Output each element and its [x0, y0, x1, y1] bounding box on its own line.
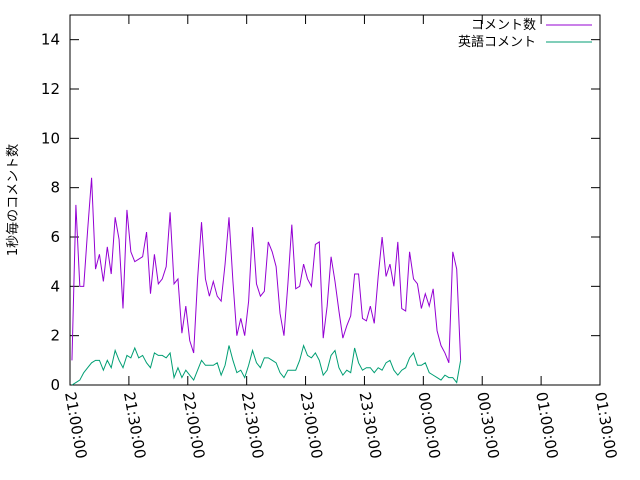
- y-tick-label: 2: [50, 327, 60, 345]
- legend: コメント数 英語コメント: [458, 18, 592, 50]
- y-tick-label: 12: [41, 80, 60, 98]
- series-layer: [71, 177, 462, 386]
- y-axis: 0 2 4 6 8 10 12 14: [41, 31, 600, 394]
- x-tick-label: 00:00:00: [414, 391, 443, 460]
- x-tick-label: 00:30:00: [473, 391, 502, 460]
- y-axis-label: 1秒毎のコメント数: [5, 144, 21, 256]
- x-tick-label: 01:30:00: [591, 391, 620, 460]
- series-line-0: [71, 177, 462, 363]
- y-tick-label: 8: [50, 179, 60, 197]
- plot-frame: [69, 14, 601, 386]
- x-tick-label: 21:30:00: [120, 391, 149, 460]
- y-tick-label: 14: [41, 31, 60, 49]
- legend-label-series-1: 英語コメント: [458, 34, 536, 50]
- x-tick-label: 22:00:00: [179, 391, 208, 460]
- y-tick-label: 6: [50, 228, 60, 246]
- x-tick-label: 01:00:00: [532, 391, 561, 460]
- x-tick-label: 23:30:00: [356, 391, 385, 460]
- x-axis: 21:00:00 21:30:00 22:00:00 22:30:00 23:00:00…: [61, 15, 620, 460]
- series-line-1: [71, 343, 462, 386]
- x-tick-label: 22:30:00: [238, 391, 267, 460]
- x-tick-label: 21:00:00: [61, 391, 90, 460]
- x-tick-label: 23:00:00: [297, 391, 326, 460]
- y-tick-label: 0: [50, 376, 60, 394]
- y-tick-label: 4: [50, 277, 60, 295]
- legend-label-series-0: コメント数: [471, 18, 536, 33]
- y-tick-label: 10: [41, 129, 60, 147]
